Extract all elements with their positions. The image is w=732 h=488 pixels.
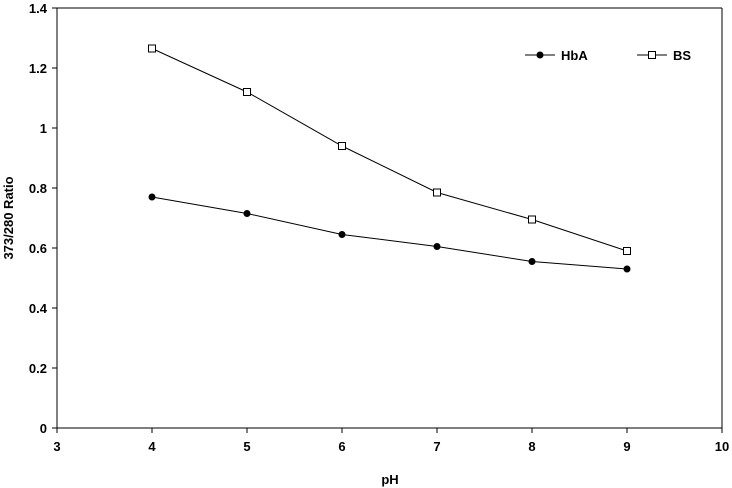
legend-hba-marker (536, 51, 544, 59)
legend-hba-label: HbA (561, 48, 588, 63)
series-hba-point (243, 210, 251, 217)
x-tick-label: 9 (623, 439, 630, 454)
x-tick-label: 6 (338, 439, 345, 454)
y-axis-title: 373/280 Ratio (1, 176, 16, 259)
series-bs-line (151, 48, 628, 252)
series-hba-point (433, 243, 441, 250)
legend: HbA BS (525, 48, 691, 63)
legend-bs-label: BS (673, 48, 691, 63)
series-bs-point (433, 188, 441, 197)
plot-frame (56, 7, 723, 429)
y-tick-label: 0.8 (29, 181, 47, 196)
y-tick-label: 0.2 (29, 361, 47, 376)
y-tick-label: 1 (40, 121, 47, 136)
legend-bs-marker (648, 51, 656, 59)
series-layer (148, 44, 631, 273)
y-axis-ticks: 0 0.2 0.4 0.6 0.8 1 1.2 1.4 (29, 1, 57, 436)
series-bs-point (148, 44, 156, 53)
series-hba-point (528, 258, 536, 265)
x-tick-label: 7 (433, 439, 440, 454)
series-hba-line (151, 196, 628, 270)
x-tick-label: 3 (53, 439, 60, 454)
y-tick-label: 0.4 (29, 301, 48, 316)
x-tick-label: 4 (148, 439, 156, 454)
y-tick-label: 1.2 (29, 61, 47, 76)
y-tick-label: 0 (40, 421, 47, 436)
x-tick-label: 8 (528, 439, 535, 454)
series-hba-point (338, 231, 346, 238)
y-tick-label: 1.4 (29, 1, 48, 16)
x-axis-ticks: 3 4 5 6 7 8 9 10 (53, 428, 729, 454)
series-bs-point (528, 215, 536, 224)
series-bs-point (243, 88, 251, 96)
x-tick-label: 10 (715, 439, 729, 454)
y-tick-label: 0.6 (29, 241, 47, 256)
x-axis-title: pH (381, 472, 398, 487)
series-hba-point (148, 193, 156, 201)
series-bs-point (623, 247, 631, 255)
series-hba-point (623, 265, 631, 273)
series-bs-point (338, 142, 346, 150)
x-tick-label: 5 (243, 439, 250, 454)
